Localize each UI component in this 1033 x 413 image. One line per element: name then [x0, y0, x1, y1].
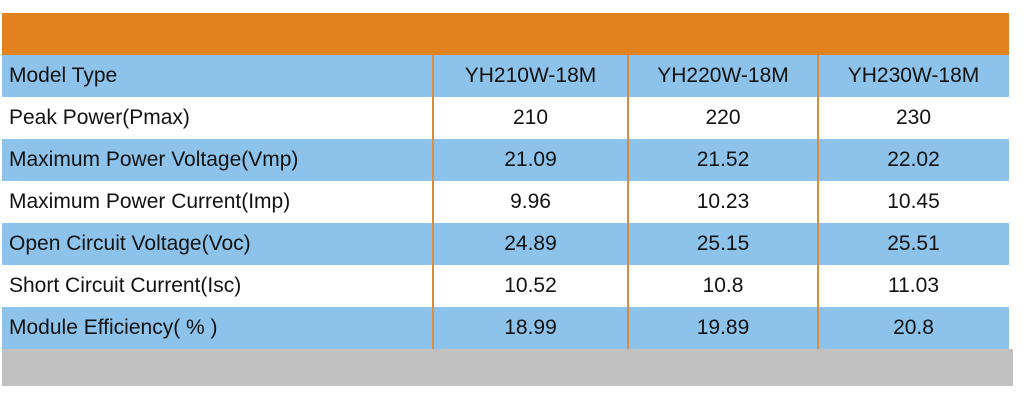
table-row-open-circuit-voltage: Open Circuit Voltage(Voc) 24.89 25.15 25… [2, 223, 1009, 265]
row-label: Model Type [9, 64, 118, 87]
table-row-module-efficiency: Module Efficiency( % ) 18.99 19.89 20.8 [2, 307, 1009, 349]
cell-value: 21.52 [696, 148, 750, 171]
cell-value: 230 [895, 106, 932, 129]
cell-value: 10.45 [887, 190, 940, 213]
cell-value: 220 [705, 106, 741, 129]
column-divider [432, 55, 434, 349]
table-row-model-type: Model Type YH210W-18M YH220W-18M YH230W-… [2, 55, 1009, 97]
table-row-peak-power: Peak Power(Pmax) 210 220 230 [2, 97, 1009, 139]
stc-footnote-bar: * STC: irradiance 1000 W/m2, AM 1.5G, an… [2, 349, 1013, 386]
column-divider [817, 55, 819, 349]
table-row-max-power-voltage: Maximum Power Voltage(Vmp) 21.09 21.52 2… [2, 139, 1009, 181]
table-title-bar: ELECTRICAL DATA(STC) [2, 13, 1009, 55]
cell-value: 21.09 [504, 148, 557, 171]
row-label: Module Efficiency( % ) [9, 316, 218, 339]
row-label: Maximum Power Voltage(Vmp) [9, 148, 299, 171]
cell-value: 10.23 [696, 190, 750, 213]
electrical-data-table: ELECTRICAL DATA(STC) Model Type YH210W-1… [2, 13, 1013, 386]
table-grid: Model Type YH210W-18M YH220W-18M YH230W-… [2, 55, 1009, 349]
cell-value: 25.51 [887, 232, 940, 255]
cell-value: 9.96 [510, 190, 551, 213]
row-label: Open Circuit Voltage(Voc) [9, 232, 251, 255]
cell-value: 10.52 [504, 274, 557, 297]
cell-value: 11.03 [888, 274, 939, 297]
cell-value: 18.99 [504, 316, 557, 339]
row-label: Peak Power(Pmax) [9, 106, 190, 129]
cell-value: YH220W-18M [657, 64, 789, 87]
cell-value: YH210W-18M [464, 64, 597, 87]
cell-value: YH230W-18M [847, 64, 980, 87]
table-row-short-circuit-current: Short Circuit Current(Isc) 10.52 10.8 11… [2, 265, 1009, 307]
cell-value: 24.89 [504, 232, 557, 255]
cell-value: 210 [512, 106, 549, 129]
cell-value: 20.8 [893, 316, 934, 339]
column-divider [627, 55, 629, 349]
cell-value: 19.89 [696, 316, 750, 339]
cell-value: 22.02 [887, 148, 940, 171]
cell-value: 25.15 [696, 232, 750, 255]
cell-value: 10.8 [702, 274, 744, 297]
row-label: Maximum Power Current(Imp) [9, 190, 291, 213]
table-row-max-power-current: Maximum Power Current(Imp) 9.96 10.23 10… [2, 181, 1009, 223]
row-label: Short Circuit Current(Isc) [9, 274, 242, 297]
